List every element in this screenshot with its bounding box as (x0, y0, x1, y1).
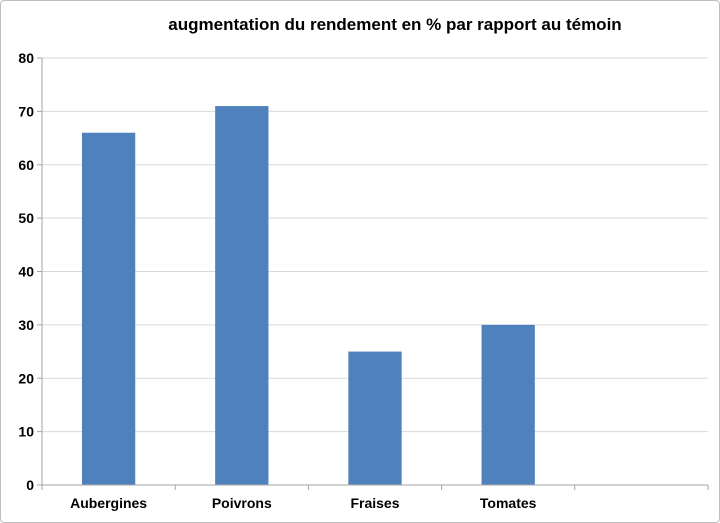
x-tick-label: Poivrons (212, 495, 272, 511)
x-tick-label: Fraises (350, 495, 399, 511)
x-tick-label: Tomates (480, 495, 537, 511)
y-tick-label: 0 (26, 477, 34, 493)
y-tick-label: 10 (18, 424, 34, 440)
y-axis-tick-labels: 0 10 20 30 40 50 60 70 80 (18, 50, 34, 493)
y-tick-label: 50 (18, 210, 34, 226)
bars (81, 106, 535, 485)
bar-poivrons (215, 106, 269, 485)
y-tick-label: 30 (18, 317, 34, 333)
bar-tomates (481, 324, 535, 485)
y-tick-label: 70 (18, 103, 34, 119)
y-tick-label: 80 (18, 50, 34, 66)
x-tick-label: Aubergines (70, 495, 147, 511)
bar-fraises (348, 351, 402, 485)
y-tick-label: 60 (18, 157, 34, 173)
y-tick-label: 20 (18, 370, 34, 386)
axes (37, 57, 709, 490)
chart-title: augmentation du rendement en % par rappo… (168, 15, 622, 34)
bar-aubergines (81, 132, 136, 485)
x-axis-tick-labels: Aubergines Poivrons Fraises Tomates (70, 495, 537, 511)
y-tick-label: 40 (18, 264, 34, 280)
